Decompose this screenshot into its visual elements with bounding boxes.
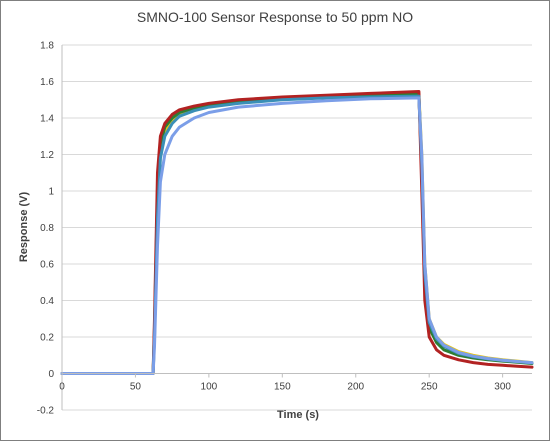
y-axis-title: Response (V) — [18, 192, 30, 263]
y-tick-label-2: 0.2 — [40, 333, 54, 344]
y-tick-label-3: 0.4 — [40, 296, 54, 307]
x-tick-label-2: 100 — [201, 382, 218, 393]
y-tick-label-6: 1 — [48, 187, 54, 198]
series-line-2 — [60, 90, 534, 375]
series-line-1 — [60, 92, 534, 375]
y-tick-label-7: 1.2 — [40, 150, 54, 161]
chart-title: SMNO-100 Sensor Response to 50 ppm NO — [136, 9, 414, 25]
axes — [61, 45, 532, 410]
series-line-0 — [60, 91, 534, 375]
x-tick-label-0: 0 — [59, 382, 65, 393]
x-tick-label-1: 50 — [130, 382, 142, 393]
y-tick-label-8: 1.4 — [40, 114, 54, 125]
y-tick-label-0: -0.2 — [37, 406, 55, 417]
y-tick-label-9: 1.6 — [40, 77, 54, 88]
y-tick-label-4: 0.6 — [40, 260, 54, 271]
y-tick-label-1: 0 — [48, 369, 54, 380]
x-tick-label-6: 300 — [494, 382, 511, 393]
series-group — [60, 90, 534, 375]
y-tick-label-10: 1.8 — [40, 41, 54, 52]
series-line-4 — [60, 96, 534, 375]
gridlines — [62, 44, 532, 411]
y-tick-labels: -0.2 0 0.2 0.4 0.6 0.8 1 1.2 1.4 1.6 1.8 — [37, 41, 55, 417]
x-tick-labels: 0 50 100 150 200 250 300 — [59, 382, 511, 393]
y-tick-label-5: 0.8 — [40, 223, 54, 234]
x-tick-label-3: 150 — [274, 382, 291, 393]
series-line-3 — [60, 94, 534, 375]
x-tick-label-5: 250 — [421, 382, 438, 393]
x-axis-title: Time (s) — [277, 409, 319, 421]
x-tick-label-4: 200 — [347, 382, 364, 393]
